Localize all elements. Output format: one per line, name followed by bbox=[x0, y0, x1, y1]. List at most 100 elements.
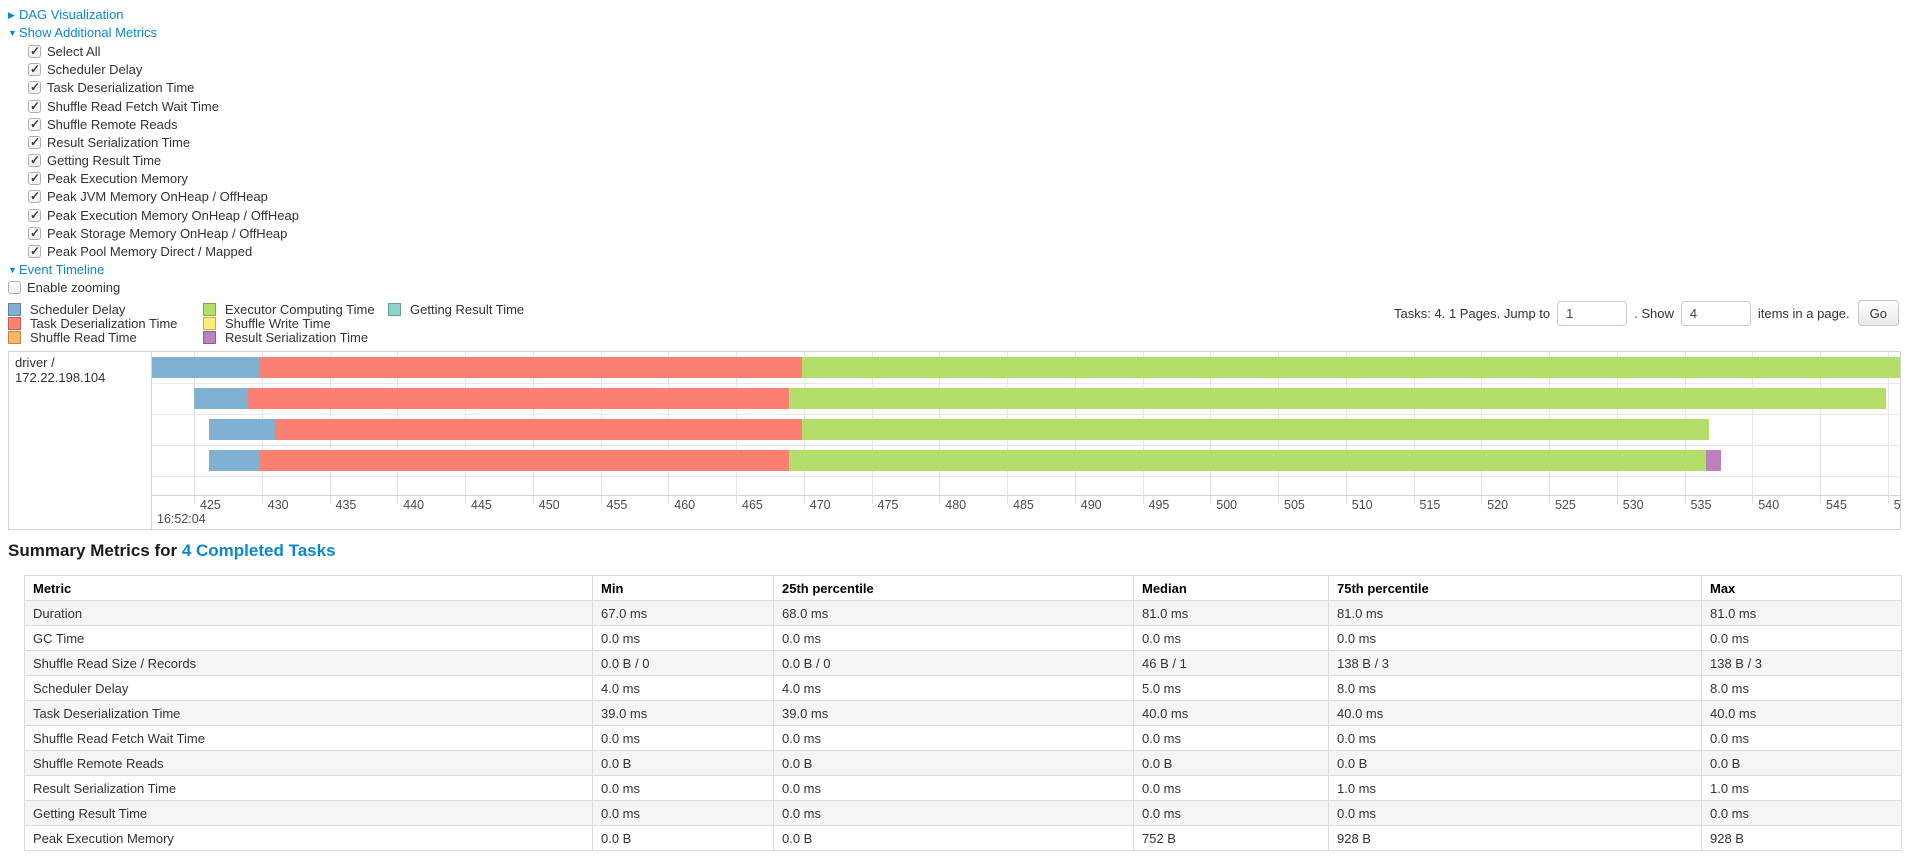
task-segment-task-deserialization bbox=[248, 388, 789, 409]
metric-checkbox-scheduler-delay[interactable] bbox=[28, 62, 41, 77]
table-cell: 0.0 ms bbox=[1701, 800, 1902, 826]
timeline-tick bbox=[939, 495, 941, 504]
jump-to-page-input[interactable] bbox=[1557, 300, 1628, 326]
task-pagination: Tasks: 4. 1 Pages. Jump to . Show items … bbox=[1394, 300, 1899, 326]
table-header-cell: 75th percentile bbox=[1328, 575, 1702, 601]
enable-zooming-checkbox[interactable] bbox=[8, 281, 21, 295]
completed-tasks-link[interactable]: 4 Completed Tasks bbox=[181, 541, 336, 560]
enable-zooming-label: Enable zooming bbox=[27, 280, 121, 296]
table-row: Task Deserialization Time 39.0 ms 39.0 ms 4… bbox=[24, 700, 1902, 726]
getting-result-swatch-icon bbox=[388, 302, 401, 316]
metric-checkbox-peak-execution-memory-onheap-offheap[interactable] bbox=[28, 208, 41, 222]
task-bar[interactable] bbox=[208, 450, 1722, 471]
show-additional-metrics-link[interactable]: ▼ Show Additional Metrics bbox=[8, 25, 157, 40]
table-cell: 0.0 ms bbox=[1701, 625, 1902, 651]
legend-item: Executor Computing Time bbox=[203, 302, 388, 317]
metric-checkbox-peak-storage-memory-onheap-offheap[interactable] bbox=[28, 226, 41, 240]
metric-checkbox-shuffle-remote-reads[interactable] bbox=[28, 117, 41, 131]
metric-checkbox-result-serialization-time[interactable] bbox=[28, 135, 41, 149]
timeline-tick bbox=[1007, 495, 1009, 504]
task-segment-task-deserialization bbox=[260, 450, 789, 471]
table-cell: Duration bbox=[24, 600, 593, 626]
timeline-tick bbox=[1278, 495, 1280, 504]
table-cell: 1.0 ms bbox=[1701, 775, 1902, 801]
table-row: Scheduler Delay 4.0 ms 4.0 ms 5.0 ms 8.0 ms 8… bbox=[24, 675, 1902, 701]
task-segment-scheduler-delay bbox=[152, 357, 261, 378]
timeline-tick-label: 485 bbox=[1013, 498, 1034, 512]
table-cell: 40.0 ms bbox=[1133, 700, 1329, 726]
timeline-tick-label: 520 bbox=[1487, 498, 1509, 512]
table-row: Peak Execution Memory 0.0 B 0.0 B 752 B 928 … bbox=[24, 825, 1902, 851]
table-row: Duration 67.0 ms 68.0 ms 81.0 ms 81.0 ms 81.0… bbox=[24, 600, 1902, 626]
summary-metrics-table: Metric Min 25th percentile Median 75th perce… bbox=[24, 575, 1902, 851]
event-timeline-link[interactable]: ▼ Event Timeline bbox=[8, 262, 104, 277]
table-cell: 0.0 B bbox=[592, 825, 774, 851]
metric-checkbox-shuffle-read-fetch-wait-time[interactable] bbox=[28, 99, 41, 113]
table-cell: 67.0 ms bbox=[592, 600, 774, 626]
metric-checkbox-peak-pool-memory-direct-mapped[interactable] bbox=[28, 244, 41, 259]
metric-checkbox-label: Peak Execution Memory OnHeap / OffHeap bbox=[47, 207, 299, 223]
timeline-tick-label: 495 bbox=[1148, 498, 1170, 512]
metric-checkbox-label: Shuffle Read Fetch Wait Time bbox=[47, 98, 219, 114]
table-cell: 0.0 ms bbox=[592, 725, 774, 751]
timeline-row-separator bbox=[152, 476, 1900, 477]
timeline-tick-label: 500 bbox=[1216, 498, 1238, 512]
metric-checkbox-label: Peak JVM Memory OnHeap / OffHeap bbox=[47, 189, 268, 205]
table-cell: 68.0 ms bbox=[773, 600, 1134, 626]
timeline-tick bbox=[1820, 495, 1822, 504]
metric-checkbox-task-deserialization-time[interactable] bbox=[28, 80, 41, 95]
table-cell: 0.0 B bbox=[1133, 750, 1329, 776]
timeline-tick-label: 510 bbox=[1351, 498, 1373, 512]
metric-checkbox-peak-execution-memory[interactable] bbox=[28, 171, 41, 186]
legend-item: Result Serialization Time bbox=[203, 330, 388, 345]
pagination-suffix-text: items in a page. bbox=[1757, 305, 1850, 321]
table-cell: 0.0 B bbox=[1701, 750, 1902, 776]
timeline-gridline bbox=[1752, 352, 1754, 495]
task-bar[interactable] bbox=[152, 357, 1900, 378]
metric-checkbox-peak-jvm-memory-onheap-offheap[interactable] bbox=[28, 189, 41, 204]
task-bar[interactable] bbox=[208, 419, 1709, 440]
pagination-summary-text: Tasks: 4. 1 Pages. Jump to bbox=[1394, 305, 1551, 321]
task-segment-executor-computing bbox=[788, 388, 1887, 409]
table-cell: GC Time bbox=[24, 625, 593, 651]
timeline-tick-label: 465 bbox=[742, 498, 763, 512]
table-header-cell: 25th percentile bbox=[773, 575, 1134, 601]
table-header-cell: Metric bbox=[24, 575, 593, 601]
legend-item: Shuffle Read Time bbox=[8, 330, 203, 345]
scheduler-delay-swatch-icon bbox=[8, 302, 21, 316]
timeline-tick bbox=[736, 495, 738, 504]
metric-checkbox-select-all[interactable] bbox=[28, 44, 41, 58]
timeline-tick bbox=[1210, 495, 1212, 504]
table-header-cell: Min bbox=[592, 575, 774, 601]
items-per-page-input[interactable] bbox=[1680, 300, 1751, 326]
table-cell: 4.0 ms bbox=[773, 675, 1134, 701]
timeline-tick-label: 480 bbox=[945, 498, 967, 512]
table-cell: 0.0 ms bbox=[1133, 725, 1329, 751]
timeline-major-tick-label: 16:52:04 bbox=[157, 512, 206, 526]
table-cell: 39.0 ms bbox=[773, 700, 1134, 726]
table-cell: 0.0 ms bbox=[773, 800, 1134, 826]
timeline-tick bbox=[329, 495, 331, 504]
go-button[interactable]: Go bbox=[1857, 300, 1899, 326]
table-cell: 0.0 ms bbox=[1701, 725, 1902, 751]
timeline-tick-label: 455 bbox=[606, 498, 628, 512]
legend-item-label: Scheduler Delay bbox=[30, 301, 126, 317]
table-cell: 0.0 B bbox=[773, 825, 1134, 851]
table-row: GC Time 0.0 ms 0.0 ms 0.0 ms 0.0 ms 0.0 ms bbox=[24, 625, 1902, 651]
timeline-tick-label: 475 bbox=[877, 498, 899, 512]
table-row: Shuffle Read Size / Records 0.0 B / 0 0.0 … bbox=[24, 650, 1902, 676]
chevron-down-icon: ▼ bbox=[8, 28, 17, 39]
table-cell: Result Serialization Time bbox=[24, 775, 593, 801]
executor-computing-swatch-icon bbox=[203, 302, 216, 316]
dag-visualization-link[interactable]: ▶ DAG Visualization bbox=[8, 7, 124, 22]
table-cell: 0.0 ms bbox=[1328, 625, 1702, 651]
chevron-right-icon: ▶ bbox=[8, 10, 15, 20]
task-bar[interactable] bbox=[194, 388, 1887, 409]
table-cell: 0.0 ms bbox=[1133, 625, 1329, 651]
timeline-plot-area: 425 430 435 440 445 450 455 460 465 470 475 480 485 4… bbox=[152, 352, 1900, 529]
timeline-gridline bbox=[194, 352, 195, 495]
table-cell: 40.0 ms bbox=[1701, 700, 1902, 726]
timeline-tick-label: 525 bbox=[1555, 498, 1576, 512]
metric-checkbox-getting-result-time[interactable] bbox=[28, 153, 41, 168]
table-cell: 8.0 ms bbox=[1701, 675, 1902, 701]
